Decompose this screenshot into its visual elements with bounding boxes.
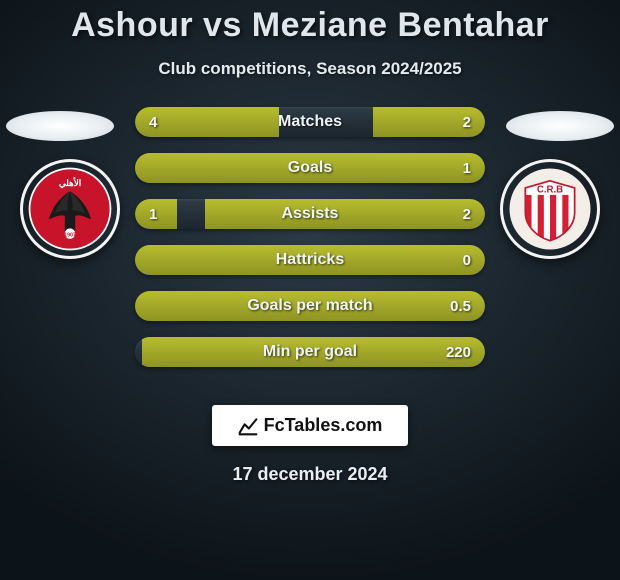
stat-fill-left [135,107,279,137]
page-subtitle: Club competitions, Season 2024/2025 [0,59,620,79]
left-team-crest: الأهلي 1907 [20,159,120,259]
stat-row: Min per goal220 [135,337,485,367]
stat-row: Hattricks0 [135,245,485,275]
comparison-arena: الأهلي 1907 [0,107,620,387]
brand-badge: FcTables.com [212,405,409,446]
stat-row: Goals1 [135,153,485,183]
brand-text: FcTables.com [264,415,383,436]
stat-row: Matches42 [135,107,485,137]
stat-fill-right [205,199,485,229]
stat-fill-right [142,337,485,367]
al-ahly-crest-graphic: الأهلي 1907 [26,165,114,253]
stat-fill-right [135,153,485,183]
crb-crest-graphic: C.R.B [506,165,594,253]
footer: FcTables.com 17 december 2024 [0,405,620,485]
footer-date: 17 december 2024 [0,464,620,485]
stat-row: Assists12 [135,199,485,229]
right-team-crest: C.R.B [500,159,600,259]
left-platform-ellipse [6,111,114,141]
right-platform-ellipse [506,111,614,141]
stat-row: Goals per match0.5 [135,291,485,321]
header: Ashour vs Meziane Bentahar Club competit… [0,0,620,79]
svg-text:الأهلي: الأهلي [59,177,81,189]
page-title: Ashour vs Meziane Bentahar [0,6,620,45]
stat-fill-right [135,291,485,321]
stat-fill-right [373,107,485,137]
stat-fill-right [135,245,485,275]
stat-fill-left [135,199,177,229]
svg-text:1907: 1907 [64,232,76,238]
crb-text: C.R.B [537,184,563,195]
chart-line-icon [238,416,258,436]
stat-bars: Matches42 Goals1 Assists12 Hattricks0 Goals … [135,107,485,383]
